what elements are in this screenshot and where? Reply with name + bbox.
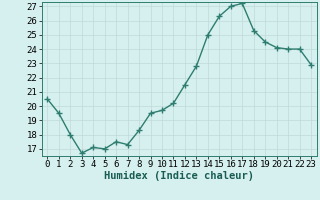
X-axis label: Humidex (Indice chaleur): Humidex (Indice chaleur) [104, 171, 254, 181]
